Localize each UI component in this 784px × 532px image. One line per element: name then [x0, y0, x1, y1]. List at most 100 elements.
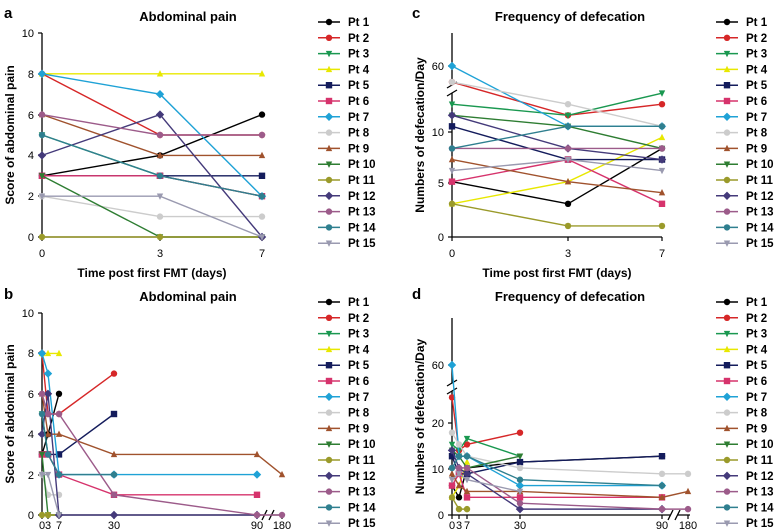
legend-marker — [723, 129, 731, 136]
legend-label: Pt 3 — [746, 329, 767, 341]
series-line — [41, 195, 262, 218]
legend-marker — [325, 176, 333, 184]
data-point — [43, 369, 53, 378]
data-point — [43, 389, 53, 398]
legend-label: Pt 9 — [348, 423, 369, 435]
data-point — [448, 394, 456, 401]
legend-marker — [723, 97, 731, 105]
data-point — [55, 451, 63, 458]
x-axis-break-mark — [674, 509, 681, 521]
data-point — [463, 487, 471, 495]
data-point — [156, 131, 164, 139]
legend-marker — [723, 176, 731, 184]
x-tick-label: 7 — [259, 248, 265, 260]
legend-label: Pt 10 — [746, 439, 774, 451]
legend-marker — [325, 520, 333, 527]
series-line — [451, 81, 663, 128]
data-point — [448, 78, 456, 86]
data-point — [516, 453, 524, 460]
data-point — [258, 111, 266, 118]
series-line — [451, 437, 521, 457]
data-point — [516, 464, 524, 472]
legend-label: Pt 2 — [746, 313, 767, 325]
legend-marker — [723, 520, 731, 527]
legend-marker — [723, 314, 731, 321]
data-point — [658, 90, 666, 97]
series-group — [37, 69, 267, 242]
data-point — [156, 151, 164, 159]
legend-label: Pt 9 — [746, 143, 767, 155]
panel-letter: a — [4, 5, 13, 22]
legend-label: Pt 12 — [348, 191, 376, 203]
series-group — [447, 61, 667, 230]
chart-title: Frequency of defecation — [495, 9, 645, 24]
data-point — [258, 193, 266, 200]
data-point — [455, 464, 463, 472]
data-point — [38, 511, 46, 519]
series-line — [451, 397, 521, 452]
y-tick-label: 0 — [28, 232, 34, 244]
y-tick-label: 0 — [438, 232, 444, 244]
series-line — [451, 65, 662, 128]
data-point — [37, 151, 47, 160]
data-point — [253, 450, 261, 458]
x-tick-label: 3 — [157, 248, 163, 260]
y-axis-break-mark — [446, 89, 458, 97]
legend-label: Pt 4 — [746, 344, 768, 356]
legend-label: Pt 6 — [746, 96, 767, 108]
legend-marker — [723, 65, 731, 73]
data-point — [278, 470, 286, 478]
data-point — [55, 512, 63, 519]
series-line — [451, 136, 663, 205]
legend-marker — [325, 362, 333, 369]
legend-marker — [722, 471, 732, 480]
chart-title: Abdominal pain — [139, 289, 237, 304]
legend-marker — [324, 191, 334, 200]
data-point — [564, 123, 572, 130]
data-point — [448, 145, 456, 152]
data-point — [253, 511, 261, 519]
data-point — [156, 213, 164, 220]
chart-title: Abdominal pain — [139, 9, 237, 24]
data-point — [156, 233, 164, 241]
x-axis-label: Time post first FMT (days) — [89, 530, 238, 532]
legend-marker — [325, 50, 333, 58]
legend-label: Pt 10 — [348, 159, 376, 171]
data-point — [516, 429, 524, 436]
legend-marker — [325, 144, 333, 152]
data-point — [44, 430, 52, 437]
y-tick-label: 0 — [438, 510, 444, 522]
legend-marker — [325, 314, 333, 321]
legend: Pt 1 Pt 2 Pt 3 Pt 4 Pt 5 Pt 6 Pt 7 Pt 8 Pt 9 Pt 1… — [716, 17, 774, 250]
data-point — [44, 451, 52, 458]
legend-marker — [325, 504, 333, 511]
data-point — [564, 200, 572, 207]
legend-label: Pt 11 — [348, 175, 375, 187]
data-point — [253, 491, 261, 498]
data-point — [448, 464, 456, 472]
legend-label: Pt 5 — [348, 80, 370, 92]
legend-marker — [325, 18, 333, 26]
legend-marker — [723, 504, 731, 511]
y-axis-label: Numbers of defecation/Day — [413, 338, 427, 494]
legend-marker — [722, 191, 732, 200]
x-tick-label: 0 — [39, 248, 45, 260]
x-tick-label: 90 — [656, 520, 668, 532]
legend-label: Pt 7 — [348, 392, 369, 404]
data-point — [516, 494, 524, 501]
y-tick-label: 6 — [28, 389, 34, 401]
legend-marker — [325, 377, 333, 385]
y-tick-label: 6 — [28, 110, 34, 122]
data-point — [109, 510, 119, 520]
data-point — [564, 177, 572, 185]
data-point — [258, 213, 266, 220]
data-point — [448, 101, 456, 108]
legend-label: Pt 14 — [348, 222, 376, 234]
legend: Pt 1 Pt 2 Pt 3 Pt 4 Pt 5 Pt 6 Pt 7 Pt 8 Pt 9 Pt 1… — [716, 297, 774, 530]
data-point — [463, 494, 471, 501]
legend-label: Pt 13 — [746, 487, 774, 499]
y-axis-label: Score of abdominal pain — [3, 65, 17, 204]
legend-label: Pt 14 — [746, 502, 774, 514]
data-point — [156, 172, 164, 179]
y-axis-break-mark — [446, 387, 458, 395]
